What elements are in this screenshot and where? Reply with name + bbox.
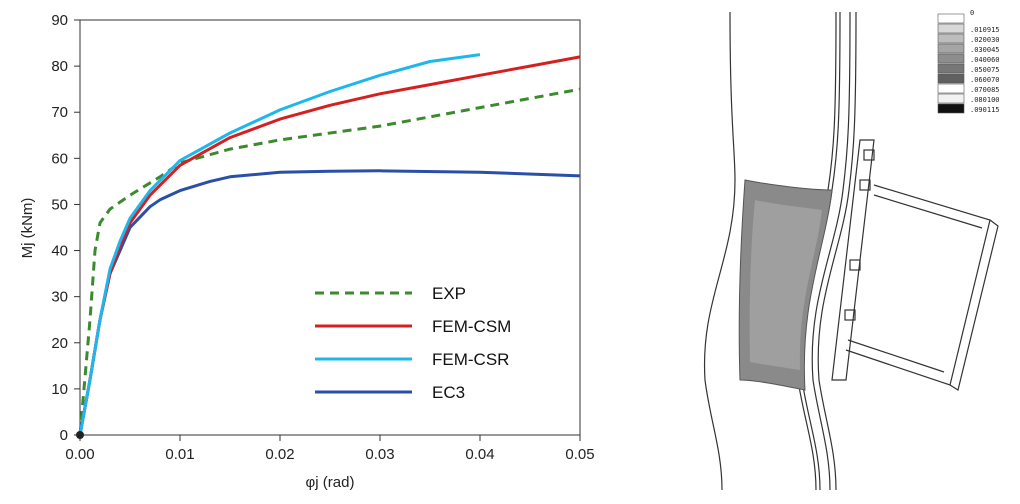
contour-legend: 0 .010915 .020030 .030045 .040060 .050075 .060… bbox=[937, 9, 1000, 114]
y-tick-label: 20 bbox=[51, 335, 68, 352]
legend-label-fem-csr: FEM-CSR bbox=[432, 350, 509, 369]
x-tick-label: 0.05 bbox=[565, 446, 594, 463]
x-tick-label: 0.00 bbox=[65, 446, 94, 463]
y-tick-label: 40 bbox=[51, 243, 68, 260]
y-tick-label: 60 bbox=[51, 150, 68, 167]
x-tick-label: 0.01 bbox=[165, 446, 194, 463]
series-line-ec3 bbox=[78, 169, 581, 436]
series-line-fem-csm bbox=[78, 55, 581, 436]
axis-ticks: 0.00 0.01 0.02 0.03 0.04 0.05 0 10 20 30 40 50 60 70 8… bbox=[51, 12, 594, 463]
contour-swatch bbox=[937, 13, 965, 24]
beam-outline bbox=[845, 184, 999, 391]
x-axis-label: φj (rad) bbox=[306, 474, 355, 491]
moment-rotation-chart: 0.00 0.01 0.02 0.03 0.04 0.05 0 10 20 30 40 50 60 70 8… bbox=[19, 12, 595, 491]
fem-deformed-joint-figure: 0 .010915 .020030 .030045 .040060 .050075 .060… bbox=[703, 9, 1000, 491]
chart-legend: EXP FEM-CSM FEM-CSR EC3 bbox=[315, 284, 511, 402]
contour-value-label: .080100 bbox=[970, 96, 1000, 104]
y-tick-label: 70 bbox=[51, 104, 68, 121]
contour-value-label: .090115 bbox=[970, 106, 1000, 114]
contour-value-label: .070085 bbox=[970, 86, 1000, 94]
y-tick-label: 30 bbox=[51, 289, 68, 306]
x-tick-label: 0.04 bbox=[465, 446, 494, 463]
y-tick-label: 0 bbox=[60, 427, 68, 444]
x-tick-label: 0.02 bbox=[265, 446, 294, 463]
y-tick-label: 80 bbox=[51, 58, 68, 75]
legend-label-exp: EXP bbox=[432, 284, 466, 303]
contour-swatch bbox=[937, 103, 965, 114]
contour-swatch bbox=[937, 33, 965, 44]
contour-swatch bbox=[937, 83, 965, 94]
contour-swatch bbox=[937, 73, 965, 84]
y-tick-label: 50 bbox=[51, 196, 68, 213]
contour-value-label: .020030 bbox=[970, 36, 1000, 44]
legend-label-ec3: EC3 bbox=[432, 383, 465, 402]
plot-frame bbox=[79, 19, 581, 436]
y-tick-label: 90 bbox=[51, 12, 68, 29]
contour-swatch bbox=[937, 53, 965, 64]
contour-swatch bbox=[937, 43, 965, 54]
contour-value-label: .050075 bbox=[970, 66, 1000, 74]
end-plate bbox=[831, 139, 875, 381]
series-line-fem-csr bbox=[78, 53, 481, 436]
contour-value-label: 0 bbox=[970, 9, 974, 17]
origin-point bbox=[76, 431, 84, 439]
legend-label-fem-csm: FEM-CSM bbox=[432, 317, 511, 336]
series-lines bbox=[76, 53, 581, 439]
contour-value-label: .060070 bbox=[970, 76, 1000, 84]
y-tick-label: 10 bbox=[51, 381, 68, 398]
contour-value-label: .040060 bbox=[970, 56, 1000, 64]
x-tick-label: 0.03 bbox=[365, 446, 394, 463]
contour-swatch bbox=[937, 63, 965, 74]
contour-swatch bbox=[937, 23, 965, 34]
contour-value-label: .010915 bbox=[970, 26, 1000, 34]
series-line-exp bbox=[78, 87, 581, 436]
y-axis-label: Mj (kNm) bbox=[19, 198, 36, 259]
contour-value-label: .030045 bbox=[970, 46, 1000, 54]
contour-swatch bbox=[937, 93, 965, 104]
